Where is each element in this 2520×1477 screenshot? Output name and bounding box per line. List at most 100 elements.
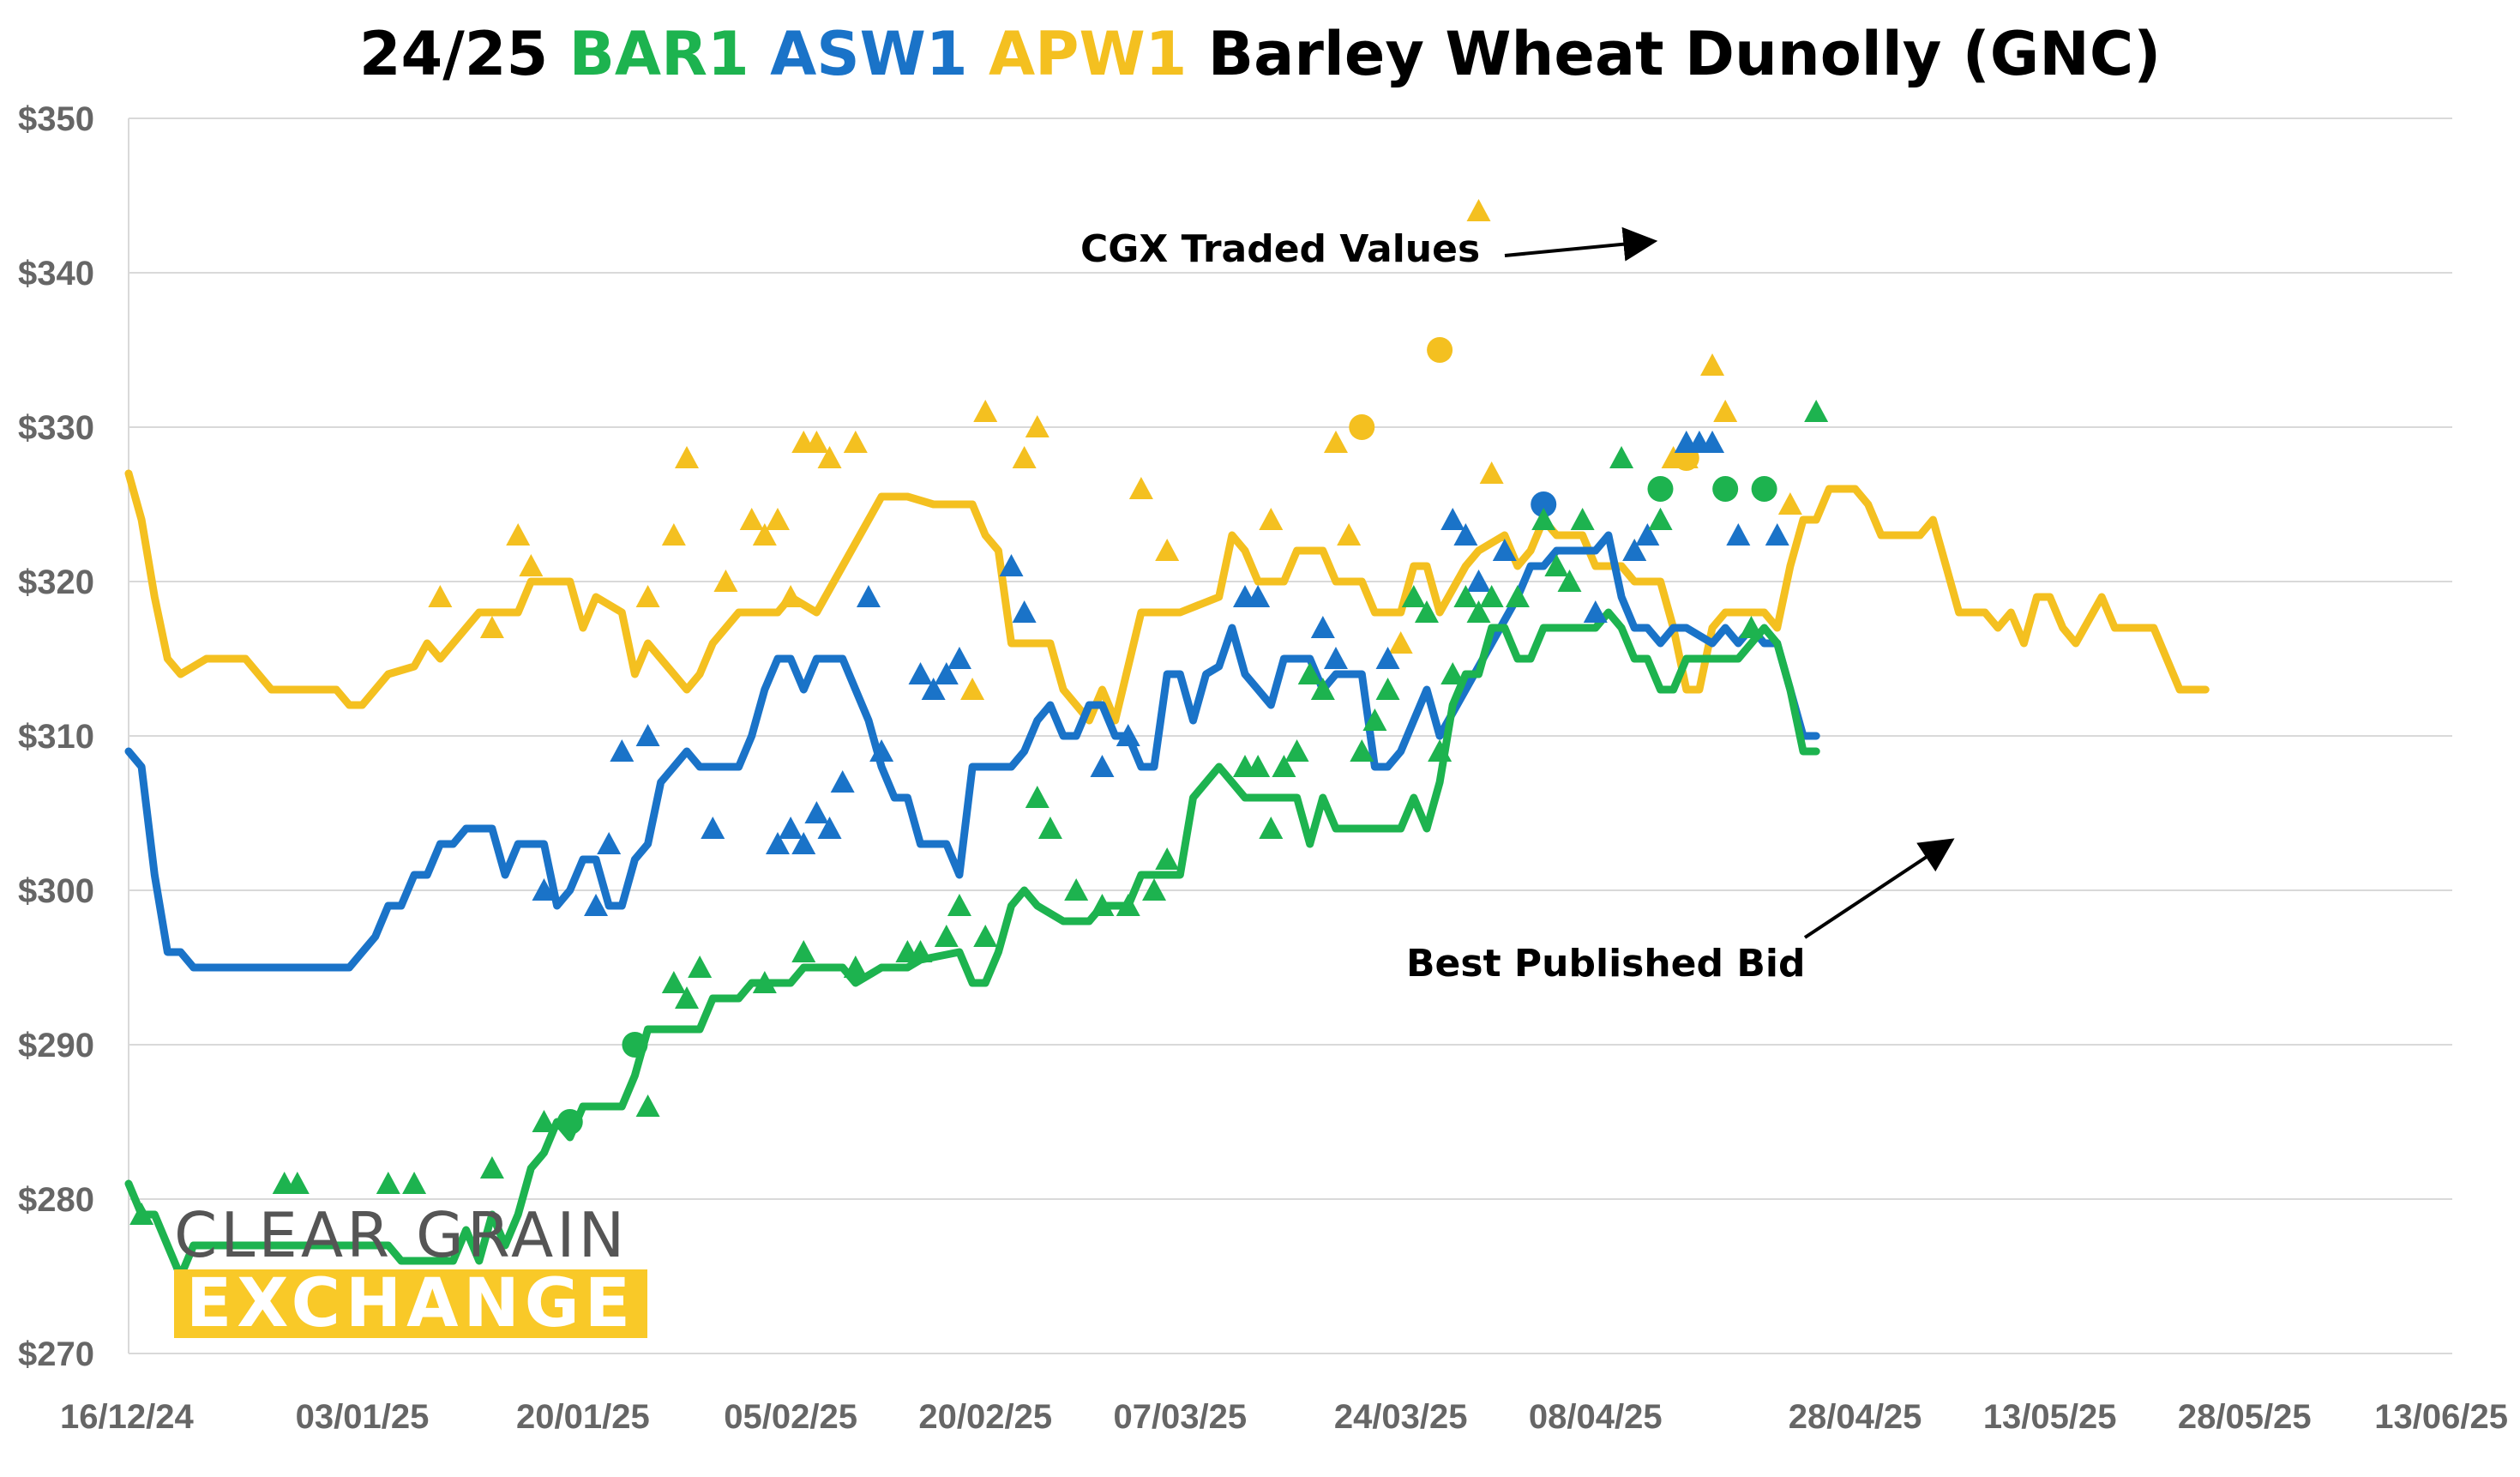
triangle-marker-asw1 bbox=[635, 724, 660, 746]
triangle-marker-bar1 bbox=[1570, 508, 1595, 530]
circle-marker-apw1 bbox=[1427, 337, 1453, 363]
triangle-marker-apw1 bbox=[661, 523, 686, 546]
triangle-marker-asw1 bbox=[1323, 647, 1348, 669]
title-asw1: ASW1 bbox=[770, 19, 968, 89]
triangle-marker-asw1 bbox=[1440, 508, 1465, 530]
triangle-marker-apw1 bbox=[1337, 523, 1362, 546]
title-apw1: APW1 bbox=[988, 19, 1188, 89]
triangle-marker-apw1 bbox=[519, 554, 544, 576]
circle-marker-bar1 bbox=[1647, 476, 1674, 502]
series-line-asw1 bbox=[124, 531, 1820, 972]
triangle-marker-bar1 bbox=[1375, 678, 1400, 700]
triangle-marker-bar1 bbox=[1414, 600, 1439, 623]
x-tick-label: 08/04/25 bbox=[1529, 1398, 1663, 1436]
triangle-marker-asw1 bbox=[856, 585, 881, 607]
title-bar1: BAR1 bbox=[568, 19, 749, 89]
logo-line2: EXCHANGE bbox=[185, 1265, 636, 1342]
triangle-marker-apw1 bbox=[752, 523, 777, 546]
triangle-marker-apw1 bbox=[713, 570, 738, 592]
triangle-marker-bar1 bbox=[376, 1172, 400, 1194]
triangle-marker-bar1 bbox=[1064, 878, 1089, 901]
y-tick-label: $340 bbox=[18, 255, 94, 292]
triangle-marker-bar1 bbox=[1466, 600, 1491, 623]
triangle-marker-apw1 bbox=[960, 678, 985, 700]
y-tick-label: $270 bbox=[18, 1335, 94, 1373]
series-line-bar1 bbox=[124, 608, 1820, 1281]
x-tick-label: 13/05/25 bbox=[1983, 1398, 2117, 1436]
triangle-marker-bar1 bbox=[532, 1110, 556, 1132]
triangle-marker-bar1 bbox=[1025, 786, 1049, 808]
triangle-marker-bar1 bbox=[1155, 847, 1180, 870]
triangle-marker-bar1 bbox=[1272, 755, 1296, 777]
series-lines bbox=[124, 469, 2210, 1281]
circle-marker-asw1 bbox=[1531, 491, 1557, 517]
triangle-marker-asw1 bbox=[1492, 539, 1517, 561]
triangle-marker-asw1 bbox=[791, 832, 816, 854]
triangle-marker-bar1 bbox=[1090, 894, 1115, 916]
triangle-marker-apw1 bbox=[804, 431, 829, 453]
triangle-marker-bar1 bbox=[1116, 894, 1140, 916]
triangle-marker-apw1 bbox=[428, 585, 453, 607]
y-tick-label: $320 bbox=[18, 564, 94, 601]
x-tick-label: 16/12/24 bbox=[60, 1398, 194, 1436]
triangle-marker-apw1 bbox=[739, 508, 764, 530]
triangle-marker-asw1 bbox=[1622, 539, 1647, 561]
triangle-marker-bar1 bbox=[1648, 508, 1673, 530]
triangle-marker-bar1 bbox=[843, 956, 868, 978]
triangle-marker-apw1 bbox=[675, 446, 700, 468]
triangle-marker-apw1 bbox=[973, 400, 998, 422]
x-tick-label: 20/02/25 bbox=[918, 1398, 1052, 1436]
triangle-marker-bar1 bbox=[1428, 739, 1452, 762]
triangle-marker-asw1 bbox=[908, 662, 933, 684]
annotation-arrow-cgx bbox=[1504, 226, 1658, 262]
triangle-marker-asw1 bbox=[584, 894, 609, 916]
triangle-marker-bar1 bbox=[1259, 817, 1284, 839]
triangle-marker-bar1 bbox=[1297, 662, 1322, 684]
triangle-marker-bar1 bbox=[129, 1203, 154, 1225]
y-tick-label: $350 bbox=[18, 100, 94, 138]
y-tick-label: $280 bbox=[18, 1181, 94, 1219]
triangle-marker-asw1 bbox=[817, 817, 842, 839]
triangle-marker-bar1 bbox=[1440, 662, 1465, 684]
triangle-marker-asw1 bbox=[1765, 523, 1789, 546]
triangle-marker-bar1 bbox=[1233, 755, 1258, 777]
triangle-marker-asw1 bbox=[1246, 585, 1271, 607]
triangle-marker-apw1 bbox=[1128, 477, 1153, 499]
triangle-marker-apw1 bbox=[1479, 461, 1504, 484]
annotation-arrow-bid bbox=[1803, 838, 1955, 939]
triangle-marker-bar1 bbox=[934, 925, 959, 947]
triangle-marker-bar1 bbox=[1739, 616, 1764, 638]
triangle-marker-bar1 bbox=[1037, 817, 1062, 839]
triangle-marker-asw1 bbox=[999, 554, 1024, 576]
x-tick-label: 07/03/25 bbox=[1113, 1398, 1247, 1436]
logo-line1: CLEAR GRAIN bbox=[174, 1199, 628, 1271]
triangle-marker-bar1 bbox=[402, 1172, 427, 1194]
annotation-best-published-bid: Best Published Bid bbox=[1406, 942, 1805, 986]
triangle-marker-bar1 bbox=[752, 971, 777, 993]
series-markers bbox=[129, 199, 1829, 1225]
y-tick-label: $300 bbox=[18, 872, 94, 910]
cgx-logo: CLEAR GRAIN EXCHANGE bbox=[174, 1201, 654, 1347]
triangle-marker-bar1 bbox=[1479, 585, 1504, 607]
triangle-marker-bar1 bbox=[973, 925, 998, 947]
y-axis-ticks: $270 $280 $290 $300 $310 $320 $330 $340 $350 bbox=[18, 100, 94, 1373]
triangle-marker-bar1 bbox=[1142, 878, 1167, 901]
grid-lines bbox=[128, 118, 2452, 1354]
logo-line2-box: EXCHANGE bbox=[174, 1269, 647, 1338]
x-axis-ticks: 16/12/24 03/01/25 20/01/25 05/02/25 20/02/25… bbox=[60, 1398, 2508, 1436]
triangle-marker-apw1 bbox=[1713, 400, 1738, 422]
triangle-marker-asw1 bbox=[830, 770, 855, 793]
triangle-marker-apw1 bbox=[1025, 415, 1049, 437]
x-tick-label: 03/01/25 bbox=[296, 1398, 430, 1436]
triangle-marker-bar1 bbox=[791, 940, 816, 962]
triangle-marker-apw1 bbox=[1259, 508, 1284, 530]
triangle-marker-asw1 bbox=[1375, 647, 1400, 669]
triangle-marker-bar1 bbox=[1531, 508, 1556, 530]
triangle-marker-asw1 bbox=[610, 739, 635, 762]
triangle-marker-apw1 bbox=[635, 585, 660, 607]
triangle-marker-asw1 bbox=[947, 647, 971, 669]
triangle-marker-bar1 bbox=[635, 1094, 660, 1117]
annotation-cgx-traded-values: CGX Traded Values bbox=[1080, 227, 1480, 271]
triangle-marker-bar1 bbox=[1453, 585, 1478, 607]
